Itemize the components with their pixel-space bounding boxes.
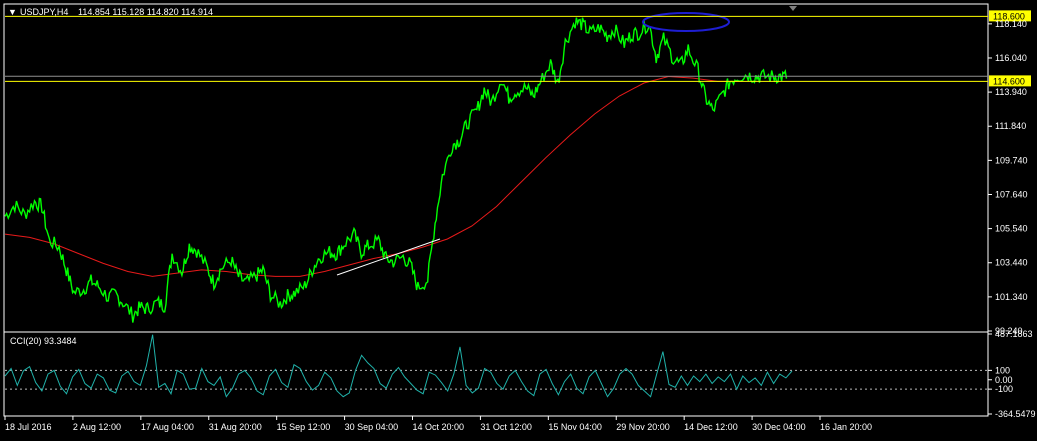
y-tick-label: 101.340 (995, 292, 1028, 302)
cci-tick-label: 487.1863 (995, 329, 1033, 339)
x-tick-label: 30 Sep 04:00 (345, 422, 399, 432)
y-tick-label: 103.440 (995, 258, 1028, 268)
chart-symbol: USDJPY,H4 (20, 7, 68, 17)
level-tag-label: 118.600 (993, 11, 1025, 21)
x-tick-label: 15 Nov 04:00 (548, 422, 602, 432)
x-tick-label: 17 Aug 04:00 (141, 422, 194, 432)
cci-tick-label: 0.00 (995, 375, 1013, 385)
cci-tick-label: -100 (995, 384, 1013, 394)
cci-pane-frame (3, 331, 989, 417)
chart-ohlc: 114.854 115.128 114.820 114.914 (78, 7, 213, 17)
top-ellipse-annotation[interactable] (642, 12, 730, 32)
price-line (4, 17, 788, 323)
chart-shift-marker-icon[interactable] (789, 6, 797, 11)
y-tick-label: 111.840 (995, 121, 1026, 131)
level-tag (989, 75, 1031, 87)
y-tick-label: 118.140 (995, 19, 1027, 29)
x-tick-label: 2 Aug 12:00 (73, 422, 121, 432)
moving-average-line (4, 75, 743, 277)
cci-tick-label: 100 (995, 365, 1010, 375)
y-tick-label: 109.740 (995, 155, 1028, 165)
x-tick-label: 30 Dec 04:00 (752, 422, 806, 432)
y-tick-label: 113.940 (995, 87, 1027, 97)
x-tick-label: 14 Oct 20:00 (413, 422, 465, 432)
cci-layer (4, 334, 988, 398)
x-tick-label: 18 Jul 2016 (5, 422, 52, 432)
x-tick-label: 29 Nov 20:00 (616, 422, 670, 432)
trendline[interactable] (336, 238, 441, 276)
x-tick-label: 15 Sep 12:00 (277, 422, 331, 432)
x-tick-label: 31 Aug 20:00 (209, 422, 262, 432)
y-tick-label: 116.040 (995, 53, 1027, 63)
x-tick-label: 31 Oct 12:00 (480, 422, 532, 432)
y-tick-label: 107.640 (995, 189, 1028, 199)
price-layer (4, 12, 988, 323)
level-tag (989, 10, 1031, 22)
collapse-arrow-icon[interactable]: ▼ (8, 7, 17, 17)
level-tag-label: 114.600 (993, 76, 1025, 86)
x-tick-label: 16 Jan 20:00 (820, 422, 872, 432)
y-tick-label: 99.240 (995, 326, 1023, 336)
x-tick-label: 14 Dec 12:00 (684, 422, 738, 432)
cci-label: CCI(20) 93.3484 (10, 336, 77, 346)
y-tick-label: 105.540 (995, 224, 1028, 234)
axis-layer: 118.600 114.600 118.140 116.040 113.940 111.8… (4, 10, 1036, 432)
cci-line (4, 334, 793, 398)
cci-tick-label: -364.5479 (995, 409, 1036, 419)
